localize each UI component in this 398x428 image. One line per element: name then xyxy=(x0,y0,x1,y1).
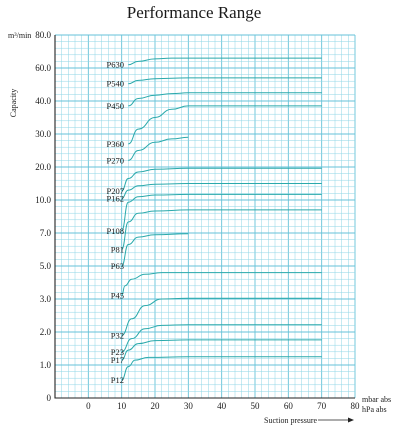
x-tick-labels: 0 10 20 30 40 50 60 70 80 xyxy=(86,401,360,411)
curve-p45 xyxy=(121,272,322,297)
curve-p108 xyxy=(121,193,322,232)
x-tick-label: 40 xyxy=(217,401,227,411)
x-tick-label: 30 xyxy=(184,401,194,411)
curve-p630 xyxy=(128,57,322,66)
curve-p23 xyxy=(121,324,322,353)
series-label-p108: P108 xyxy=(107,226,124,236)
series-label-p162: P162 xyxy=(107,193,124,203)
y-tick-label: 30.0 xyxy=(35,129,51,139)
y-axis-label: Capacity xyxy=(9,89,18,117)
x-unit-label-hpa: hPa abs xyxy=(362,405,387,414)
y-tick-label: 20.0 xyxy=(35,162,51,172)
curve-p17 xyxy=(121,339,322,361)
curve-p450 xyxy=(128,92,322,107)
y-tick-label: 60.0 xyxy=(35,63,51,73)
series-label-p63: P63 xyxy=(111,261,124,271)
y-tick-label: 80.0 xyxy=(35,30,51,40)
y-tick-label: 5.0 xyxy=(40,261,52,271)
x-tick-label: 20 xyxy=(151,401,161,411)
y-tick-label: 40.0 xyxy=(35,96,51,106)
series-label-p207: P207 xyxy=(107,186,124,196)
series-label-p32: P32 xyxy=(111,330,124,340)
x-unit-label-mbar: mbar abs xyxy=(362,395,391,404)
series-label-p540: P540 xyxy=(107,79,124,89)
y-tick-label: 3.0 xyxy=(40,294,52,304)
x-axis-arrow xyxy=(318,417,354,423)
series-label-p630: P630 xyxy=(107,60,124,70)
axis-lines xyxy=(54,35,355,399)
y-tick-label: 1.0 xyxy=(40,360,52,370)
curve-p162 xyxy=(121,182,322,199)
x-tick-label: 10 xyxy=(117,401,127,411)
y-tick-labels: 0 1.0 2.0 3.0 5.0 7.0 10.0 20.0 30.0 40.0 60.0 80.0 xyxy=(35,30,51,403)
series-label-p360: P360 xyxy=(107,139,124,149)
grid xyxy=(54,34,356,399)
x-tick-label: 70 xyxy=(317,401,327,411)
curve-p32 xyxy=(121,297,322,336)
y-unit-label: m³/min xyxy=(8,31,31,40)
series-label-p450: P450 xyxy=(107,101,124,111)
x-tick-label: 0 xyxy=(86,401,91,411)
y-tick-label: 0 xyxy=(47,393,52,403)
x-tick-label: 60 xyxy=(284,401,294,411)
series-label-p45: P45 xyxy=(111,291,124,301)
series-label-p81: P81 xyxy=(111,245,124,255)
curve-p81 xyxy=(121,209,322,250)
series-label-p23: P23 xyxy=(111,347,124,357)
x-axis-label: Suction pressure xyxy=(264,416,318,425)
series-label-p12: P12 xyxy=(111,375,124,385)
curve-p540 xyxy=(128,77,322,85)
curve-p270 xyxy=(128,136,189,161)
series-label-p17: P17 xyxy=(111,355,124,365)
curve-p360 xyxy=(128,105,322,145)
chart-title: Performance Range xyxy=(127,3,262,22)
series-curves xyxy=(121,57,322,381)
curve-p207 xyxy=(121,167,322,192)
y-tick-label: 2.0 xyxy=(40,327,52,337)
y-tick-label: 10.0 xyxy=(35,195,51,205)
series-label-p270: P270 xyxy=(107,155,124,165)
x-tick-label: 80 xyxy=(351,401,361,411)
y-tick-label: 7.0 xyxy=(40,228,52,238)
x-tick-label: 50 xyxy=(251,401,261,411)
curve-p12 xyxy=(121,356,322,381)
curve-p63 xyxy=(121,233,189,267)
